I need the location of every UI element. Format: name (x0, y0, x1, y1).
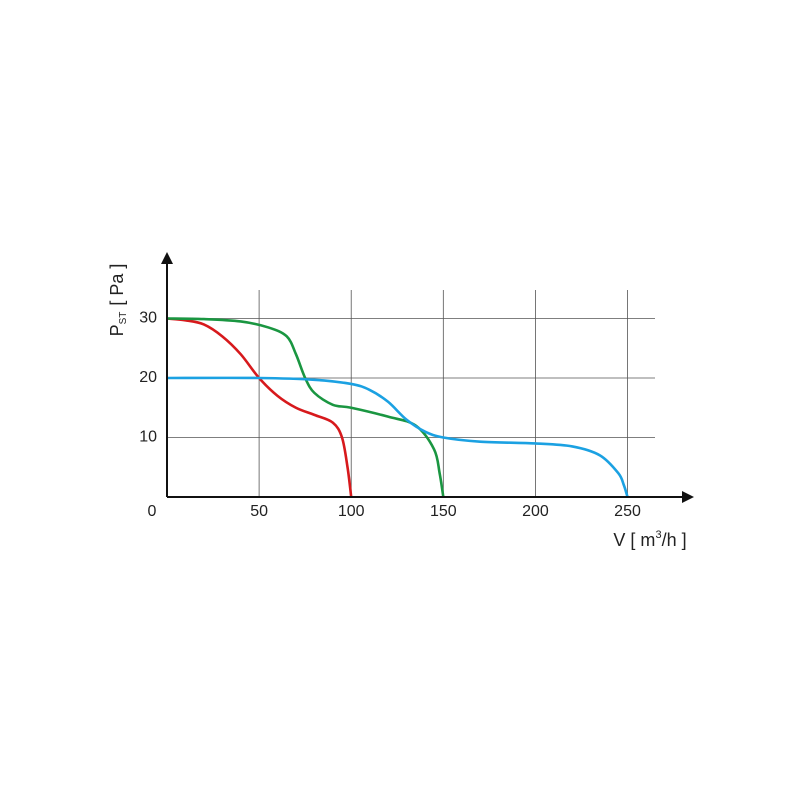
plot-area (166, 317, 629, 498)
y-tick-label: 30 (139, 310, 157, 327)
x-tick-label: 250 (614, 503, 641, 520)
y-tick-label: 10 (139, 429, 157, 446)
series-line (166, 317, 353, 498)
x-label-part: /h ] (662, 530, 687, 550)
x-label-sup: 3 (655, 529, 661, 541)
series-line (166, 317, 445, 498)
y-label-sub: ST (118, 312, 129, 325)
x-axis-arrow (682, 491, 694, 503)
x-tick-label: 50 (250, 503, 268, 520)
x-tick-label: 150 (430, 503, 457, 520)
y-label-part: P (107, 324, 127, 336)
x-tick-label: 200 (522, 503, 549, 520)
y-axis-label: PST [ Pa ] (107, 264, 129, 337)
y-label-part: [ Pa ] (107, 264, 127, 306)
x-tick-label: 100 (338, 503, 365, 520)
series-line (166, 376, 629, 498)
y-tick-label: 20 (139, 369, 157, 386)
x-axis-label: V [ m3/h ] (613, 529, 686, 550)
y-axis-arrow (161, 252, 173, 264)
x-label-part: V [ m (613, 530, 655, 550)
x-tick-label: 0 (148, 503, 157, 520)
